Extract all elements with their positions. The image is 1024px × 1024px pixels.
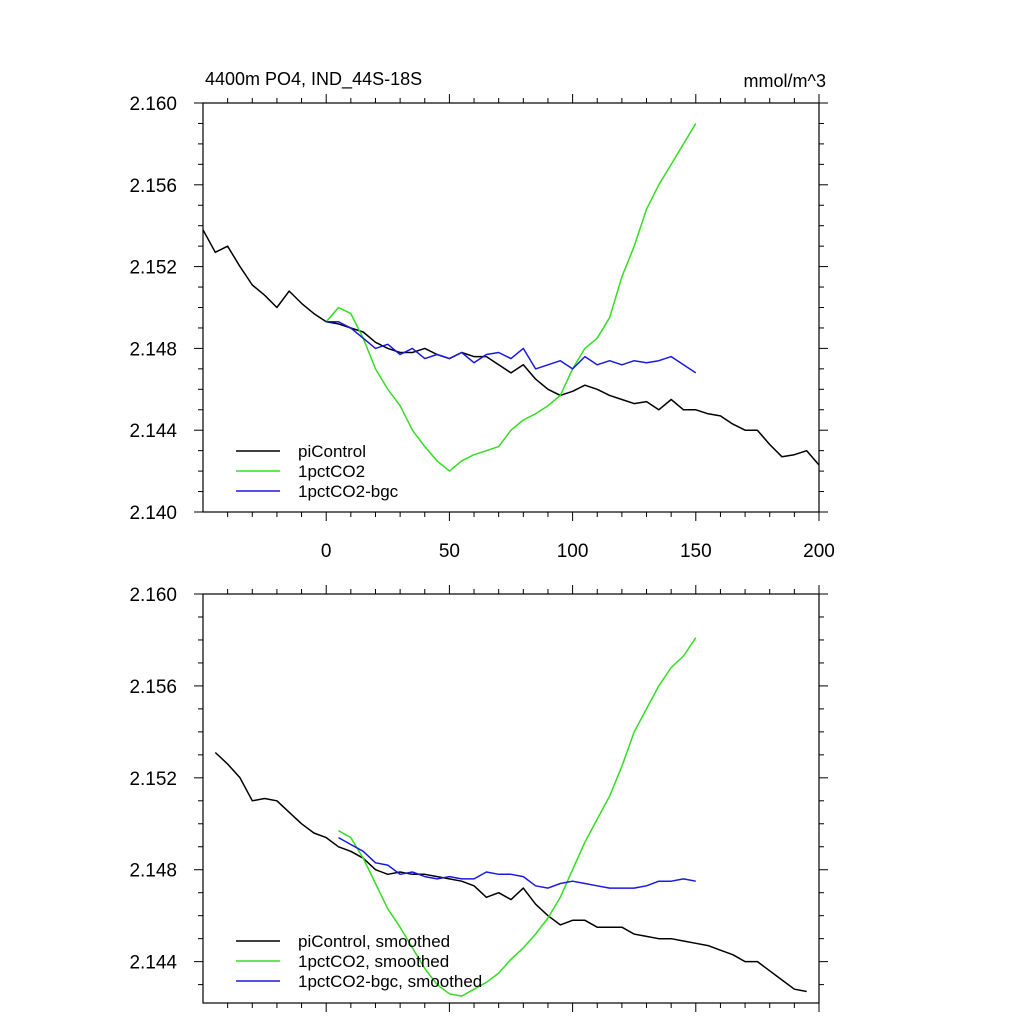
panel-1-x-tick-label-3: 150 bbox=[680, 541, 712, 562]
bottom-panel-series bbox=[214, 637, 807, 997]
panel-1-y-tick-label-5: 2.160 bbox=[129, 94, 177, 115]
top-panel-frame bbox=[202, 102, 820, 513]
panel-2-series-3-line bbox=[338, 836, 696, 889]
panel-1-series-3-line bbox=[326, 321, 697, 374]
panel-1-x-tick-label-4: 200 bbox=[803, 541, 835, 562]
legend-label-picontrol-smoothed: piControl, smoothed bbox=[298, 932, 450, 951]
panel-1-series-2-line bbox=[325, 123, 697, 472]
panel-2-y-tick-label-4: 2.160 bbox=[129, 585, 177, 606]
panel-1-x-tick-label-0: 0 bbox=[321, 541, 332, 562]
top-panel-series bbox=[202, 123, 820, 472]
legend-label-1pctco2: 1pctCO2 bbox=[298, 462, 365, 481]
bottom-panel-tick-labels: 2.144 2.148 2.152 2.156 2.160 bbox=[129, 585, 177, 974]
legend-label-1pctco2-smoothed: 1pctCO2, smoothed bbox=[298, 952, 449, 971]
panel-1-series-1-line bbox=[202, 229, 820, 466]
bottom-panel-frame bbox=[202, 593, 820, 1004]
top-panel-units: mmol/m^3 bbox=[744, 71, 826, 91]
panel-1-y-tick-label-0: 2.140 bbox=[129, 503, 177, 524]
panel-1-y-tick-label-1: 2.144 bbox=[129, 421, 177, 442]
panel-1-y-tick-label-2: 2.148 bbox=[129, 339, 177, 360]
top-panel-title: 4400m PO4, IND_44S-18S bbox=[205, 69, 422, 90]
bottom-panel: 2.144 2.148 2.152 2.156 2.160 piControl, smo… bbox=[129, 585, 828, 1012]
panel-2-y-tick-label-0: 2.144 bbox=[129, 953, 177, 974]
panel-1-y-tick-label-3: 2.152 bbox=[129, 258, 177, 279]
panel-1-x-tick-label-2: 100 bbox=[557, 541, 589, 562]
panel-2-y-tick-label-1: 2.148 bbox=[129, 861, 177, 882]
legend-label-picontrol: piControl bbox=[298, 442, 366, 461]
top-panel: 4400m PO4, IND_44S-18S mmol/m^3 2.1402.1… bbox=[129, 69, 834, 562]
panel-1-x-tick-label-1: 50 bbox=[439, 541, 460, 562]
top-panel-tick-labels: 2.140 2.144 2.148 2.152 2.156 2.160 0 50 100 150 2… bbox=[129, 94, 834, 562]
panel-1-y-tick-label-4: 2.156 bbox=[129, 176, 177, 197]
panel-2-series-2-line bbox=[338, 637, 697, 997]
panel-2-y-tick-label-2: 2.152 bbox=[129, 769, 177, 790]
top-panel-ticks bbox=[194, 94, 828, 521]
panel-2-series-1-line bbox=[214, 751, 807, 993]
panel-2-y-tick-label-3: 2.156 bbox=[129, 677, 177, 698]
legend-label-1pctco2-bgc-smoothed: 1pctCO2-bgc, smoothed bbox=[298, 972, 482, 991]
legend-label-1pctco2-bgc: 1pctCO2-bgc bbox=[298, 482, 399, 501]
top-panel-legend: piControl 1pctCO2 1pctCO2-bgc bbox=[236, 442, 399, 501]
bottom-panel-legend: piControl, smoothed 1pctCO2, smoothed 1p… bbox=[236, 932, 482, 991]
bottom-panel-ticks bbox=[194, 585, 828, 1012]
